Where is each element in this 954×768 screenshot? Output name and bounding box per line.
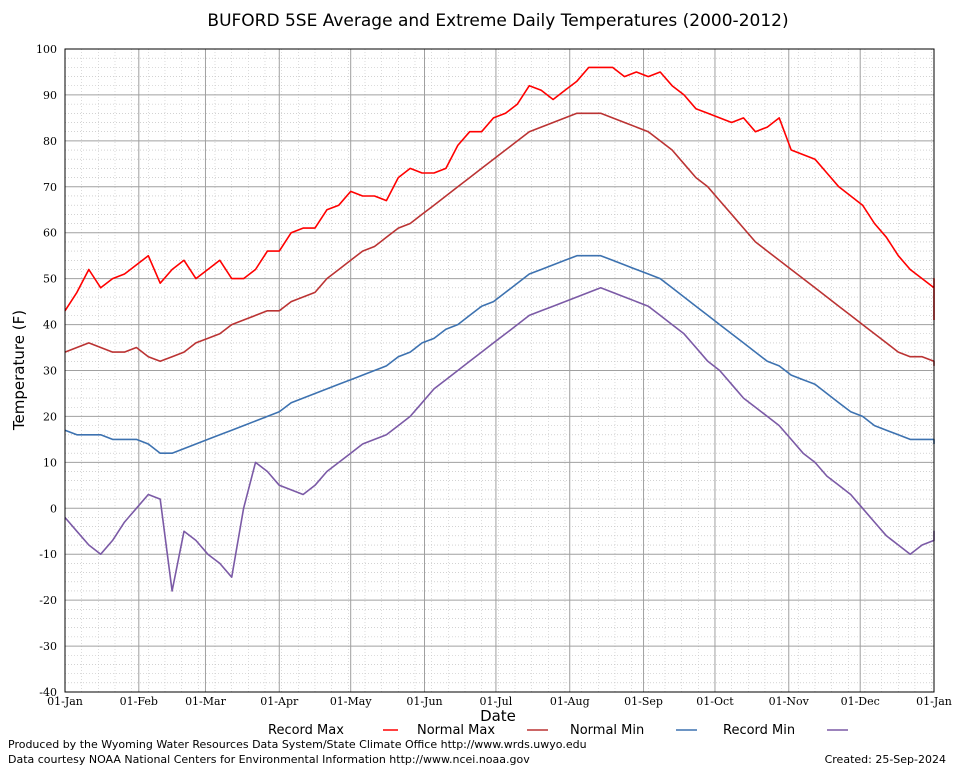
y-tick-label: -30 bbox=[39, 640, 57, 653]
footer-created-date: Created: 25-Sep-2024 bbox=[825, 753, 946, 766]
x-axis-label: Date bbox=[480, 707, 516, 725]
series-line-record-max bbox=[64, 66, 935, 320]
legend-label-record-min: Record Min bbox=[723, 723, 795, 738]
y-tick-label: 50 bbox=[43, 273, 57, 286]
x-tick-label: 01-Jun bbox=[406, 695, 442, 708]
y-tick-label: 80 bbox=[43, 135, 57, 148]
x-tick-label: 01-Jul bbox=[480, 695, 513, 708]
x-tick-label: 01-Feb bbox=[120, 695, 158, 708]
x-axis: 01-Jan 01-Feb 01-Mar 01-Apr 01-May 01-Jun 01-J… bbox=[47, 695, 952, 708]
legend-label-normal-max: Normal Max bbox=[417, 723, 495, 738]
y-tick-label: 70 bbox=[43, 181, 57, 194]
series-lines bbox=[64, 66, 935, 592]
y-tick-label: 90 bbox=[43, 89, 57, 102]
y-tick-label: 60 bbox=[43, 227, 57, 240]
series-line-normal-max bbox=[64, 112, 935, 366]
series-line-record-min bbox=[64, 286, 935, 592]
series-line-normal-min bbox=[64, 254, 935, 455]
footer-produced-by: Produced by the Wyoming Water Resources … bbox=[8, 738, 587, 751]
plot-frame bbox=[64, 48, 935, 693]
y-tick-label: 20 bbox=[43, 410, 57, 423]
y-tick-label: -10 bbox=[39, 548, 57, 561]
x-tick-label: 01-Apr bbox=[260, 695, 299, 708]
x-tick-label: 01-Oct bbox=[696, 695, 734, 708]
x-tick-label: 01-Nov bbox=[769, 695, 810, 708]
y-tick-label: -20 bbox=[39, 594, 57, 607]
x-tick-label: 01-Jan bbox=[47, 695, 83, 708]
chart-title: BUFORD 5SE Average and Extreme Daily Tem… bbox=[207, 11, 788, 31]
y-axis-label: Temperature (F) bbox=[10, 310, 28, 431]
legend: Record Max Normal Max Normal Min Record … bbox=[268, 723, 848, 738]
legend-label-normal-min: Normal Min bbox=[570, 723, 644, 738]
grid bbox=[64, 48, 935, 693]
x-tick-label: 01-May bbox=[330, 695, 373, 708]
x-tick-label: 01-Jan bbox=[916, 695, 952, 708]
legend-label-record-max: Record Max bbox=[268, 723, 344, 738]
y-tick-label: 100 bbox=[36, 43, 57, 56]
y-tick-label: -40 bbox=[39, 686, 57, 699]
y-tick-label: 30 bbox=[43, 365, 57, 378]
footer-data-courtesy: Data courtesy NOAA National Centers for … bbox=[8, 753, 530, 766]
y-tick-label: 40 bbox=[43, 319, 57, 332]
x-tick-label: 01-Aug bbox=[550, 695, 590, 708]
y-tick-label: 0 bbox=[50, 502, 57, 515]
x-tick-label: 01-Mar bbox=[185, 695, 227, 708]
x-tick-label: 01-Dec bbox=[841, 695, 880, 708]
y-tick-label: 10 bbox=[43, 456, 57, 469]
x-tick-label: 01-Sep bbox=[624, 695, 663, 708]
